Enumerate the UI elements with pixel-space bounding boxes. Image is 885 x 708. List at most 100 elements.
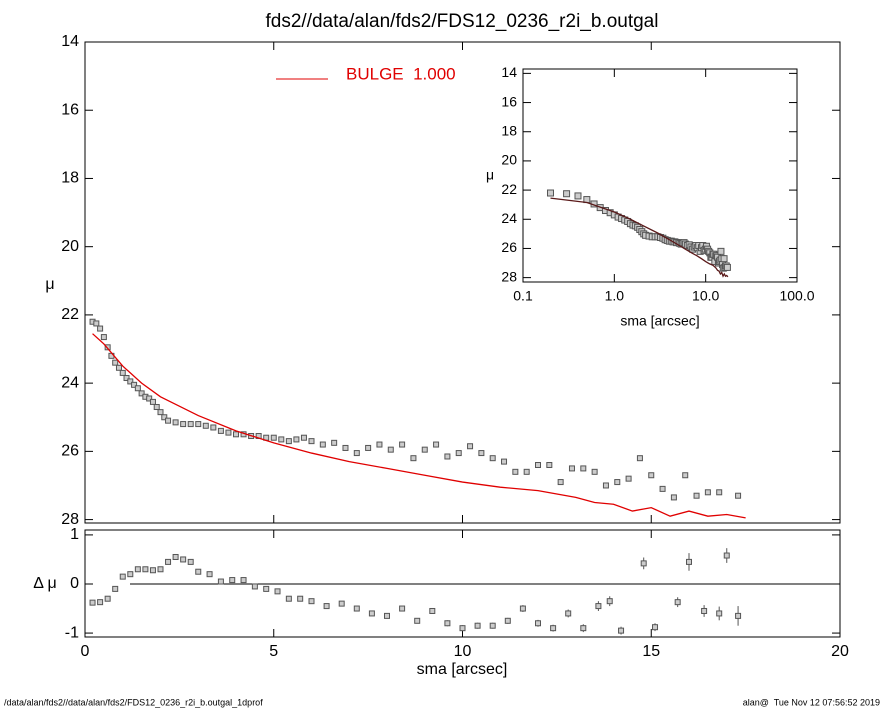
data-point	[172, 553, 179, 560]
legend-label: BULGE 1.000	[346, 64, 456, 83]
data-point	[455, 450, 462, 457]
data-point	[625, 475, 632, 482]
data-point	[670, 494, 677, 501]
data-point	[535, 620, 541, 627]
x-tick-label: 0	[81, 643, 90, 660]
data-point	[104, 344, 111, 351]
data-point	[376, 441, 383, 448]
data-point	[682, 472, 689, 479]
y-tick-label: 26	[501, 239, 517, 255]
data-point	[89, 599, 96, 606]
data-point	[648, 472, 655, 479]
data-point	[217, 578, 224, 585]
data-point	[240, 577, 247, 584]
data-point	[563, 190, 571, 198]
data-point	[720, 255, 728, 263]
y-tick-label: 16	[61, 101, 79, 118]
y-axis-label: μ	[45, 276, 54, 293]
data-point	[97, 599, 104, 606]
data-point	[716, 610, 723, 617]
data-point	[686, 558, 692, 565]
data-point	[149, 398, 156, 405]
x-tick-label: 1.0	[605, 288, 625, 304]
data-point	[217, 427, 224, 434]
data-point	[489, 622, 496, 629]
data-point	[580, 625, 587, 632]
data-point	[735, 492, 742, 499]
y-tick-label: 22	[61, 306, 79, 323]
data-point	[338, 600, 345, 607]
data-point	[701, 607, 708, 614]
y-tick-label: 22	[501, 181, 517, 197]
data-point	[614, 479, 621, 486]
data-point	[478, 450, 485, 457]
data-point	[153, 404, 160, 411]
data-point	[127, 378, 134, 385]
data-point	[180, 421, 187, 428]
data-point	[399, 605, 406, 612]
data-point	[735, 612, 742, 619]
data-point	[652, 624, 659, 631]
data-point	[157, 566, 164, 573]
data-point	[134, 385, 141, 392]
data-point	[723, 263, 731, 271]
inset-bg	[523, 69, 797, 282]
data-point	[202, 422, 209, 429]
x-tick-label: 10.0	[692, 288, 719, 304]
data-point	[127, 571, 134, 578]
data-point	[115, 364, 122, 371]
data-point	[353, 605, 360, 612]
data-point	[557, 479, 564, 486]
data-point	[308, 598, 315, 605]
data-point	[138, 390, 145, 397]
data-point	[161, 414, 168, 421]
data-point	[285, 438, 292, 445]
x-tick-label: 20	[831, 643, 849, 660]
data-point	[293, 436, 300, 443]
data-point	[353, 450, 360, 457]
data-point	[195, 421, 202, 428]
footer-right: alan@ Tue Nov 12 07:56:52 2019	[743, 697, 880, 707]
data-point	[270, 434, 277, 441]
data-point	[93, 320, 100, 327]
data-point	[119, 369, 126, 376]
data-point	[157, 409, 164, 416]
data-point	[595, 603, 602, 610]
data-point	[331, 439, 338, 446]
y-tick-label: 14	[501, 64, 517, 80]
data-point	[429, 607, 436, 614]
y-tick-label: 1	[70, 526, 79, 543]
data-point	[300, 434, 307, 441]
data-point	[512, 468, 519, 475]
data-point	[489, 455, 496, 462]
y-tick-label: 28	[501, 268, 517, 284]
data-point	[225, 429, 232, 436]
data-point	[112, 585, 119, 592]
data-point	[444, 453, 451, 460]
chart-title: fds2//data/alan/fds2/FDS12_0236_r2i_b.ou…	[266, 11, 659, 32]
data-point	[206, 571, 213, 578]
data-point	[568, 465, 575, 472]
data-point	[368, 610, 375, 617]
data-point	[100, 334, 107, 341]
data-point	[172, 419, 179, 426]
data-point	[365, 444, 372, 451]
data-point	[123, 375, 130, 382]
data-point	[640, 560, 647, 567]
data-point	[467, 443, 474, 450]
data-point	[319, 441, 326, 448]
data-point	[342, 444, 349, 451]
data-point	[591, 468, 598, 475]
data-point	[519, 605, 526, 612]
data-point	[606, 598, 613, 605]
data-point	[187, 558, 194, 565]
data-point	[693, 492, 700, 499]
data-point	[308, 438, 315, 445]
data-point	[535, 462, 541, 469]
data-point	[659, 485, 666, 492]
data-point	[323, 603, 330, 610]
data-point	[674, 599, 681, 606]
data-point	[274, 588, 281, 595]
x-tick-label: 100.0	[779, 288, 814, 304]
data-point	[717, 247, 725, 255]
